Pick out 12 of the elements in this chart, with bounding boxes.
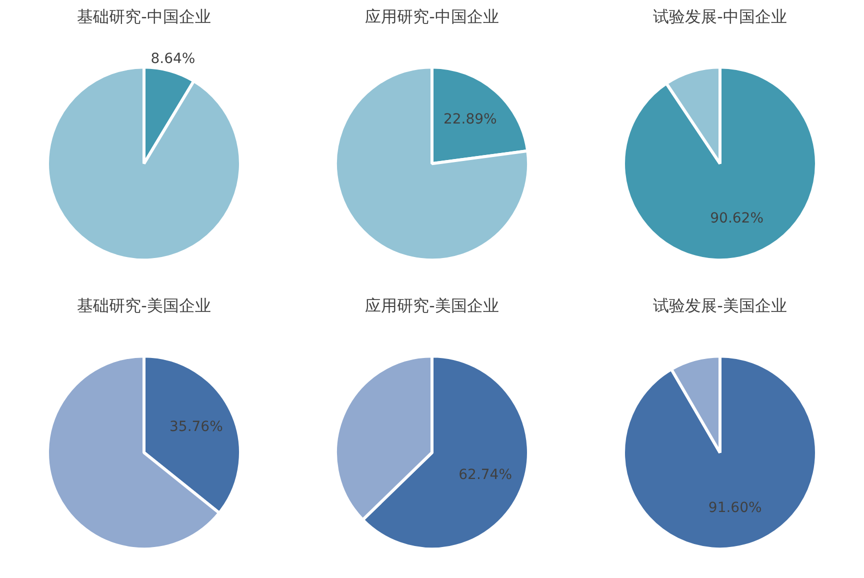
data-label: 8.64% bbox=[150, 51, 196, 68]
chart-title: 应用研究-中国企业 bbox=[365, 6, 499, 26]
data-label: 90.62% bbox=[710, 210, 764, 227]
data-label: 91.60% bbox=[708, 500, 762, 516]
chart-title: 应用研究-美国企业 bbox=[365, 296, 499, 315]
chart-title: 试验发展-中国企业 bbox=[653, 6, 787, 26]
data-label: 62.74% bbox=[458, 466, 512, 483]
data-label: 22.89% bbox=[443, 112, 497, 128]
chart-title: 试验发展-美国企业 bbox=[653, 296, 787, 315]
chart-title: 基础研究-中国企业 bbox=[77, 6, 211, 26]
chart-title: 基础研究-美国企业 bbox=[77, 296, 211, 315]
data-label: 35.76% bbox=[170, 419, 223, 436]
